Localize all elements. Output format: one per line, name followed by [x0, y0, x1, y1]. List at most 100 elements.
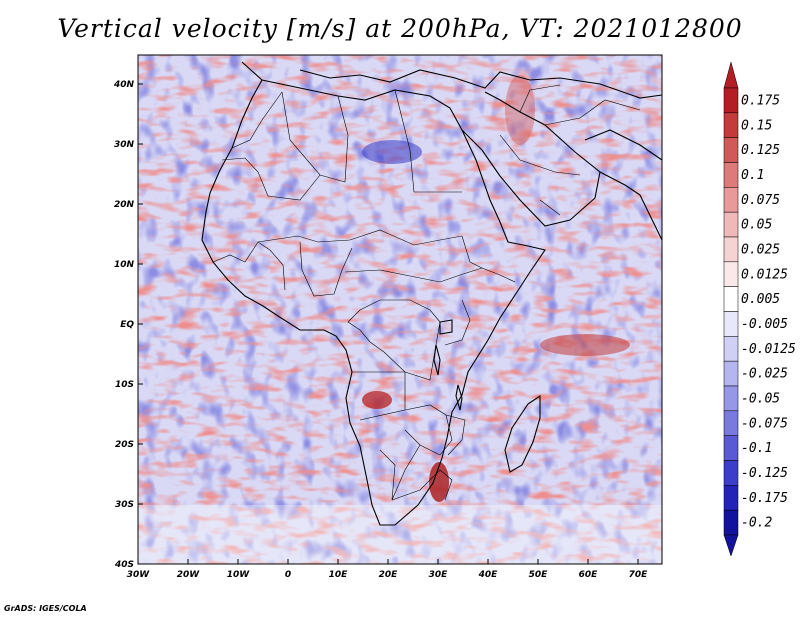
- lat-label-40N: 40N: [113, 80, 135, 90]
- strong-ascent-angola: [362, 391, 392, 409]
- lon-label-40E: 40E: [478, 570, 499, 580]
- lat-labels: 40N 30N 20N 10N EQ 10S 20S 30S 40S: [113, 80, 135, 570]
- lon-label-50E: 50E: [529, 570, 549, 580]
- colorbar-box: [723, 286, 739, 312]
- colorbar-box: [723, 162, 739, 188]
- colorbar-box: [723, 236, 739, 263]
- colorbar-labels: 0.175 0.15 0.125 0.1 0.075 0.05 0.025 0.0125 0.0…: [741, 93, 796, 530]
- colorbar-box: [723, 435, 739, 461]
- tick-marks: [138, 83, 639, 564]
- border-algeria-libya: [281, 91, 349, 183]
- border-central-africa: [344, 267, 483, 283]
- mediterranean-north-coastline: [241, 61, 663, 99]
- border-nigeria: [299, 241, 353, 297]
- colorbar-box: [723, 360, 739, 387]
- colorbar-label: 0.15: [741, 118, 772, 133]
- colorbar-label: -0.175: [741, 491, 788, 506]
- border-middle-east: [519, 84, 641, 126]
- colorbar-label: -0.1: [741, 441, 772, 456]
- border-angola: [352, 371, 406, 421]
- border-mali-mauritania: [221, 157, 321, 201]
- colorbar-label: -0.0125: [741, 342, 796, 357]
- strong-ascent-southern-africa: [429, 462, 449, 502]
- velocity-field: [138, 55, 662, 564]
- colorbar-bottom-arrow: [723, 534, 739, 557]
- border-sahel: [257, 229, 463, 246]
- colorbar-label: -0.005: [741, 317, 788, 332]
- colorbar-label: 0.005: [741, 292, 780, 307]
- lon-label-0: 0: [285, 570, 291, 580]
- field-ascent-texture: [138, 55, 662, 564]
- lake-tanganyika: [433, 344, 441, 376]
- colorbar-box: [723, 137, 739, 163]
- lon-label-30W: 30W: [127, 570, 151, 580]
- lat-label-10S: 10S: [115, 380, 134, 390]
- colorbar-box: [723, 87, 739, 114]
- madagascar-coastline: [504, 394, 541, 473]
- border-mozambique: [445, 414, 466, 456]
- ascent-arabia: [505, 75, 535, 145]
- border-western-sahara: [231, 91, 283, 149]
- colorbar-label: 0.1: [741, 168, 764, 183]
- lat-label-10N: 10N: [114, 260, 135, 270]
- border-south-africa: [391, 469, 453, 501]
- colorbar-label: 0.025: [741, 242, 780, 257]
- colorbar-box: [723, 410, 739, 436]
- country-borders: [212, 84, 641, 501]
- lon-labels: 30W 20W 10W 0 10E 20E 30E 40E 50E 60E 70…: [127, 570, 648, 580]
- colorbar-box: [723, 187, 739, 213]
- lat-label-40S: 40S: [114, 560, 134, 570]
- credit-label: GrADS: IGES/COLA: [4, 604, 87, 613]
- border-east-africa: [444, 235, 516, 346]
- lat-label-20S: 20S: [115, 440, 134, 450]
- colorbar-label: -0.2: [741, 516, 772, 531]
- lon-label-70E: 70E: [629, 570, 649, 580]
- colorbar-top-arrow: [723, 61, 739, 89]
- chart-title: Vertical velocity [m/s] at 200hPa, VT: 2…: [57, 14, 743, 43]
- strong-subsidence-sahara: [362, 140, 422, 164]
- lon-label-60E: 60E: [579, 570, 599, 580]
- colorbar: 0.175 0.15 0.125 0.1 0.075 0.05 0.025 0.0125 0.0…: [723, 61, 796, 557]
- lake-malawi: [455, 384, 463, 411]
- lon-label-10E: 10E: [329, 570, 349, 580]
- colorbar-label: -0.025: [741, 367, 788, 382]
- colorbar-box: [723, 460, 739, 486]
- colorbar-boxes: [723, 87, 739, 536]
- lon-label-20W: 20W: [177, 570, 201, 580]
- lat-label-30S: 30S: [115, 500, 134, 510]
- border-drc: [347, 299, 441, 381]
- border-libya-egypt: [394, 89, 415, 193]
- colorbar-box: [723, 311, 739, 337]
- border-west-africa: [212, 241, 286, 291]
- colorbar-label: 0.0125: [741, 267, 788, 282]
- persian-gulf-coastline: [584, 129, 663, 241]
- ascent-indian-ocean: [540, 334, 630, 356]
- colorbar-box: [723, 211, 739, 238]
- lake-victoria: [439, 319, 453, 335]
- lat-label-20N: 20N: [114, 200, 135, 210]
- field-southern-streaks: [138, 505, 662, 564]
- colorbar-label: 0.125: [741, 143, 780, 158]
- border-arabia: [499, 134, 581, 216]
- lat-label-30N: 30N: [114, 140, 135, 150]
- colorbar-box: [723, 261, 739, 287]
- colorbar-label: 0.075: [741, 193, 780, 208]
- lon-label-10W: 10W: [227, 570, 251, 580]
- colorbar-label: 0.05: [741, 218, 772, 233]
- colorbar-label: -0.05: [741, 391, 780, 406]
- colorbar-box: [723, 112, 739, 138]
- colorbar-box: [723, 385, 739, 412]
- lon-label-30E: 30E: [429, 570, 449, 580]
- lon-label-20E: 20E: [379, 570, 399, 580]
- africa-coastline: [201, 79, 546, 526]
- colorbar-label: -0.075: [741, 416, 788, 431]
- colorbar-box: [723, 336, 739, 362]
- colorbar-box: [723, 509, 739, 536]
- colorbar-label: -0.125: [741, 466, 788, 481]
- colorbar-label: 0.175: [741, 93, 780, 108]
- map-frame: [137, 54, 663, 565]
- colorbar-box: [723, 485, 739, 511]
- lat-label-EQ: EQ: [120, 320, 134, 330]
- coastlines: [201, 61, 663, 526]
